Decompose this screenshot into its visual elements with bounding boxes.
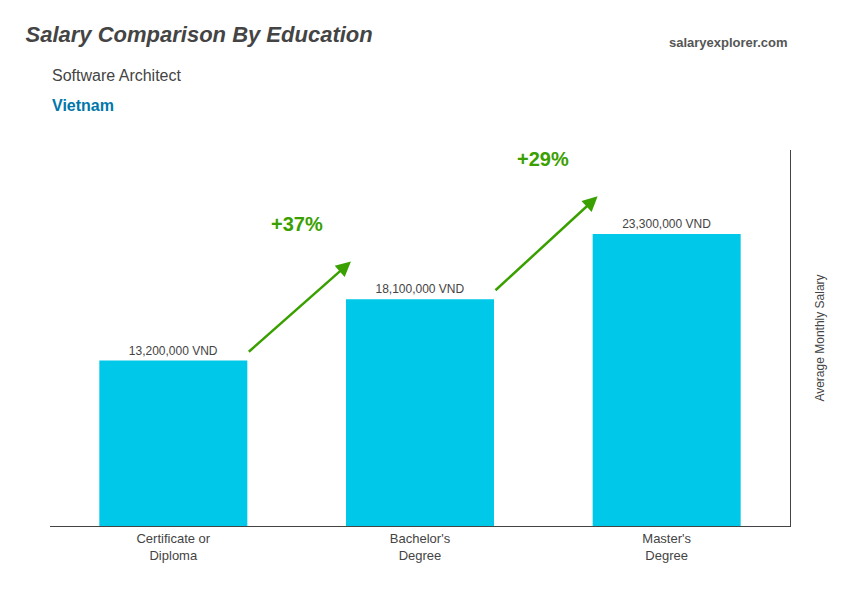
svg-text:Certificate orDiploma: Certificate orDiploma (136, 531, 210, 563)
svg-text:18,100,000 VND: 18,100,000 VND (375, 282, 464, 296)
svg-text:+29%: +29% (517, 148, 569, 170)
svg-text:Salary Comparison By Education: Salary Comparison By Education (26, 22, 373, 47)
svg-text:salaryexplorer.com: salaryexplorer.com (669, 35, 788, 50)
svg-text:13,200,000 VND: 13,200,000 VND (129, 344, 218, 358)
svg-text:Software Architect: Software Architect (52, 67, 182, 84)
svg-text:Vietnam: Vietnam (52, 97, 114, 114)
svg-text:+37%: +37% (271, 213, 323, 235)
svg-text:Bachelor'sDegree: Bachelor'sDegree (390, 531, 451, 563)
svg-text:Average Monthly Salary: Average Monthly Salary (813, 274, 827, 401)
svg-text:23,300,000 VND: 23,300,000 VND (622, 217, 711, 231)
svg-text:Master'sDegree: Master'sDegree (642, 531, 691, 563)
